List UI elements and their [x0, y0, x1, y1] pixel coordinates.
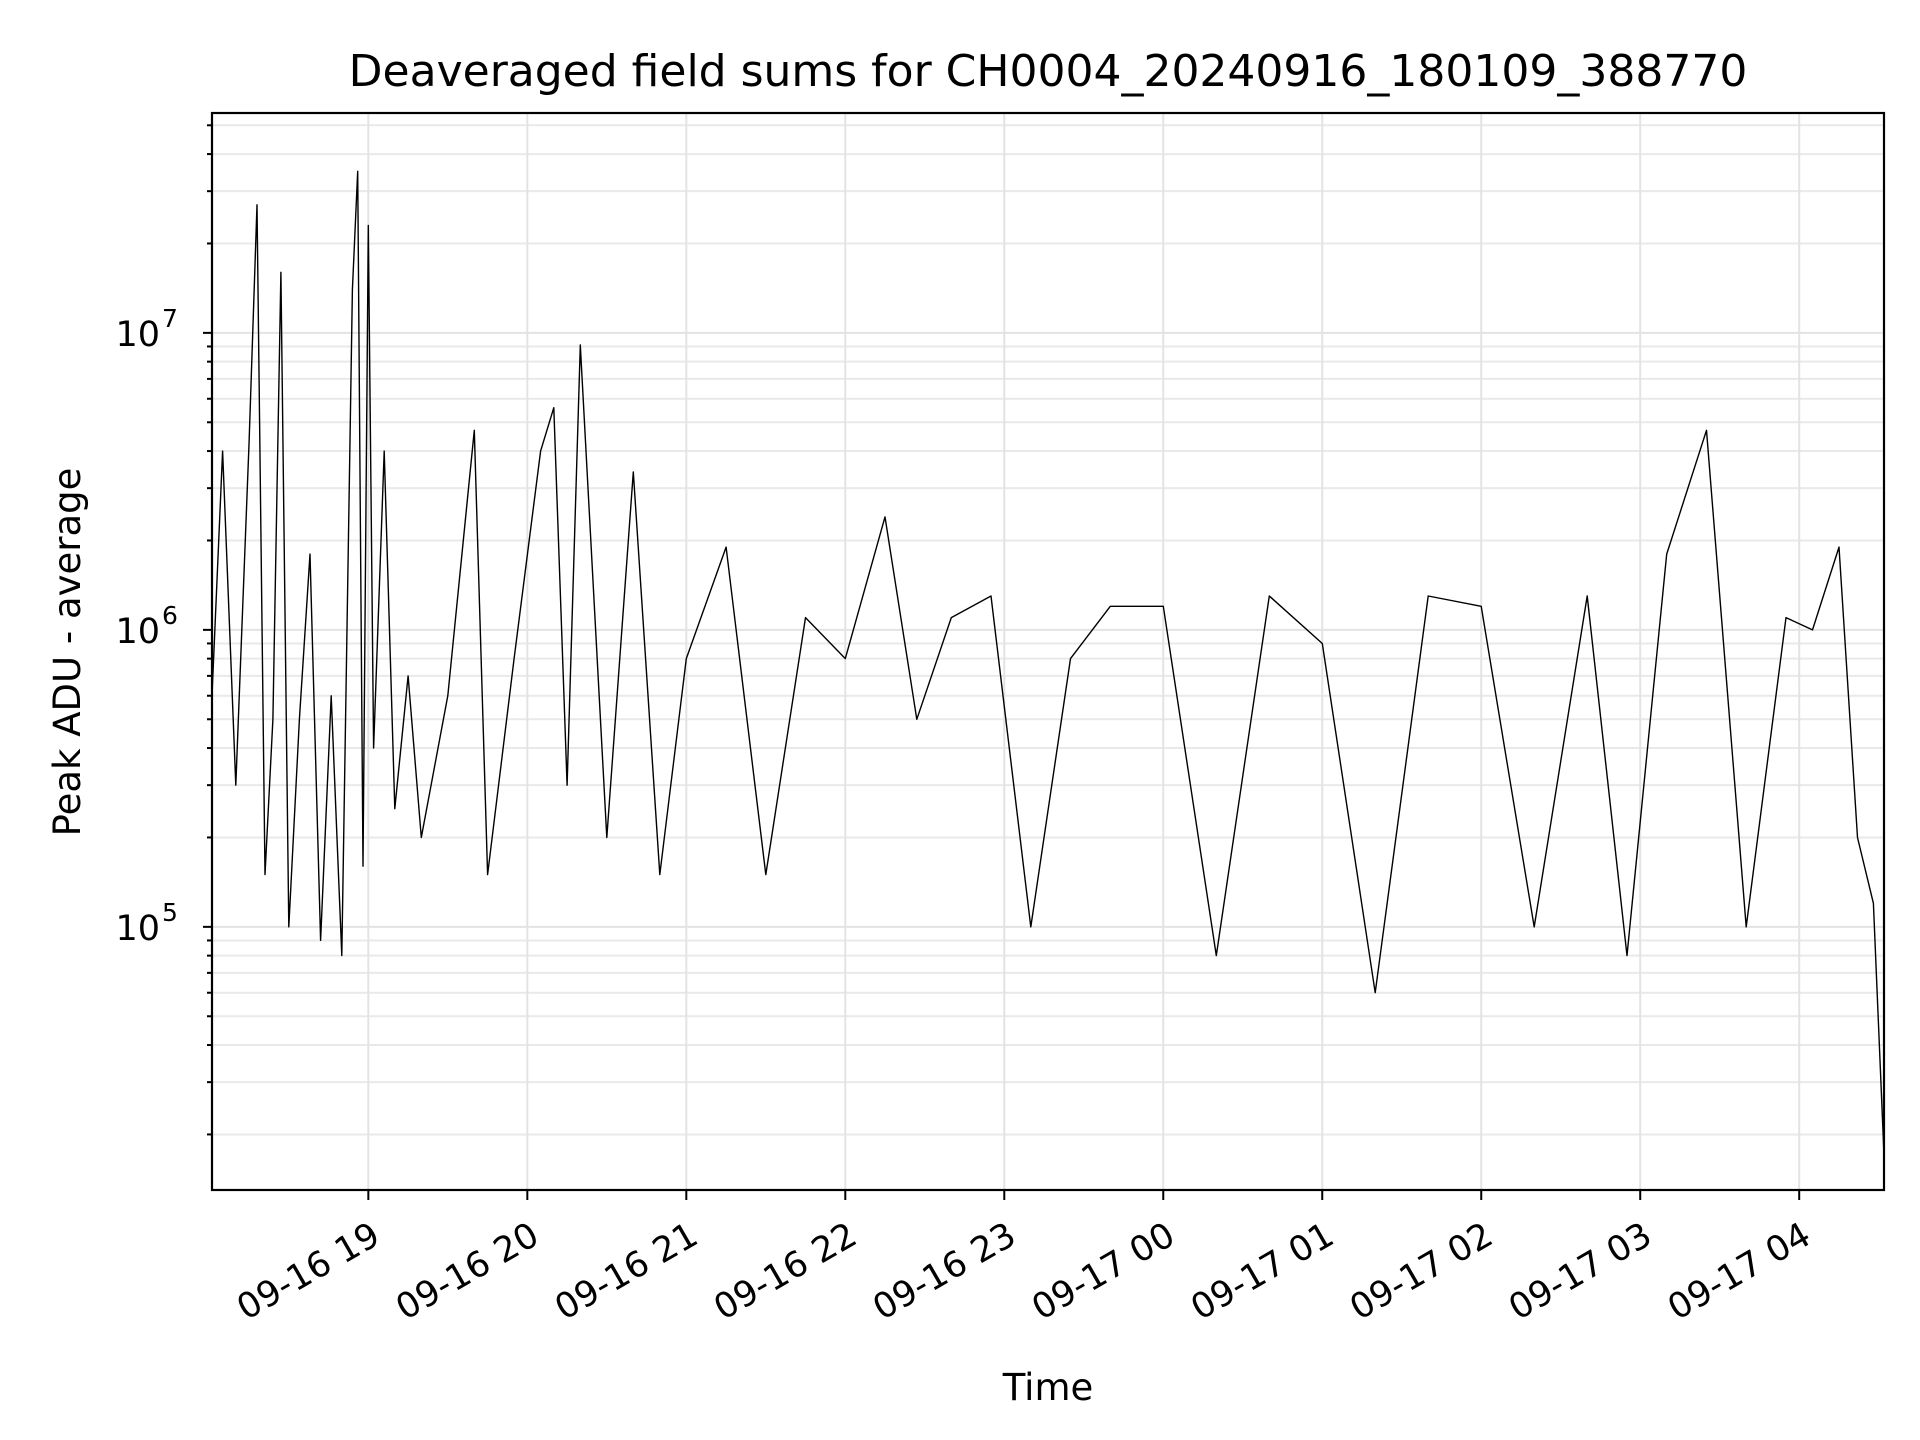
x-tick-label: 09-17 00: [1025, 1215, 1181, 1328]
y-tick-label: 10: [115, 909, 160, 949]
x-tick-label: 09-17 04: [1661, 1215, 1817, 1328]
y-axis-label: Peak ADU - average: [46, 468, 89, 837]
x-tick-label: 09-16 19: [231, 1215, 387, 1328]
y-tick-exponent: 5: [162, 898, 178, 927]
x-tick-label: 09-16 23: [866, 1215, 1022, 1328]
y-tick-exponent: 6: [162, 601, 178, 630]
y-tick-label: 10: [115, 612, 160, 652]
chart-title: Deaveraged field sums for CH0004_2024091…: [349, 46, 1748, 97]
x-tick-label: 09-17 02: [1343, 1215, 1499, 1328]
grid: [212, 113, 1884, 1190]
series-line: [211, 170, 1885, 1156]
x-tick-label: 09-16 22: [708, 1215, 864, 1328]
x-tick-label: 09-16 21: [549, 1215, 705, 1328]
x-axis-label: Time: [1002, 1366, 1094, 1409]
x-tick-label: 09-17 01: [1184, 1215, 1340, 1328]
y-tick-exponent: 7: [162, 304, 178, 333]
plot-frame: [210, 111, 1886, 1192]
x-tick-label: 09-17 03: [1502, 1215, 1658, 1328]
y-tick-label: 10: [115, 315, 160, 355]
x-tick-label: 09-16 20: [390, 1215, 546, 1328]
series-layer: [211, 170, 1885, 1156]
